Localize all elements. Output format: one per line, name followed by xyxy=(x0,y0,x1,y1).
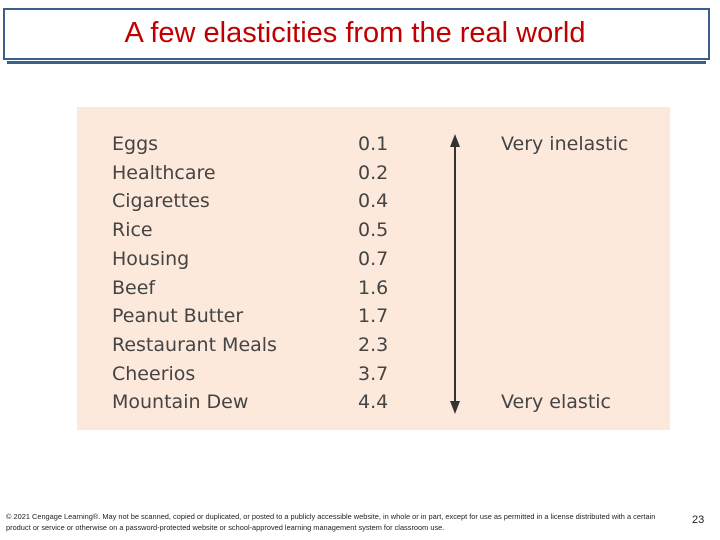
table-row: Beef 1.6 xyxy=(77,274,670,302)
good-name: Beef xyxy=(112,276,156,299)
elasticity-value: 1.6 xyxy=(358,276,389,299)
elasticity-table: Eggs 0.1 Healthcare 0.2 Cigarettes 0.4 Rice 0.5… xyxy=(77,107,670,430)
good-name: Eggs xyxy=(112,133,159,155)
elasticity-value: 4.4 xyxy=(358,391,389,414)
elasticity-value: 0.2 xyxy=(358,161,389,184)
table-row: Peanut Butter 1.7 xyxy=(77,302,670,330)
very-inelastic-label: Very inelastic xyxy=(501,133,629,155)
good-name: Cigarettes xyxy=(112,190,210,213)
good-name: Peanut Butter xyxy=(112,305,244,328)
table-row: Healthcare 0.2 xyxy=(77,159,670,187)
good-name: Restaurant Meals xyxy=(112,333,277,356)
table-row: Cigarettes 0.4 xyxy=(77,187,670,215)
good-name: Housing xyxy=(112,247,190,270)
elasticity-value: 3.7 xyxy=(358,362,389,385)
table-row: Housing 0.7 xyxy=(77,245,670,273)
title-frame xyxy=(3,8,710,64)
slide-title: A few elasticities from the real world xyxy=(124,17,586,49)
table-row: Cheerios 3.7 xyxy=(77,360,670,388)
very-elastic-label: Very elastic xyxy=(501,391,611,413)
page-number: 23 xyxy=(692,514,705,526)
good-name: Rice xyxy=(112,219,153,242)
table-row: Restaurant Meals 2.3 xyxy=(77,331,670,359)
elasticity-value: 1.7 xyxy=(358,305,389,328)
elasticity-value: 0.4 xyxy=(358,190,389,213)
elasticity-value: 0.7 xyxy=(358,247,389,270)
elasticity-value: 2.3 xyxy=(358,333,389,356)
double-arrow-icon xyxy=(450,134,460,414)
elasticity-value: 0.1 xyxy=(358,133,389,155)
table-row: Rice 0.5 xyxy=(77,216,670,244)
elasticity-value: 0.5 xyxy=(358,219,389,242)
copyright-footer: © 2021 Cengage Learning®. May not be sca… xyxy=(6,512,656,532)
good-name: Cheerios xyxy=(112,362,196,385)
good-name: Mountain Dew xyxy=(112,391,249,414)
good-name: Healthcare xyxy=(112,161,216,184)
table-row: Mountain Dew 4.4 xyxy=(77,388,670,416)
table-row: Eggs 0.1 xyxy=(77,130,670,158)
